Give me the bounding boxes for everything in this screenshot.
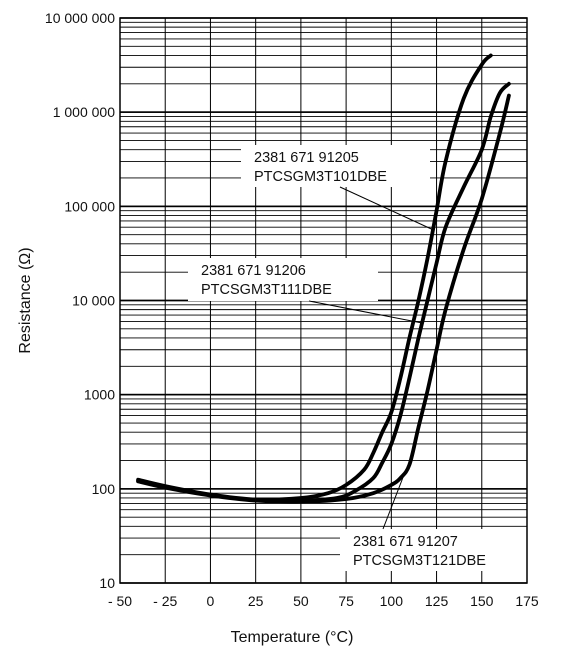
x-axis-title: Temperature (°C): [231, 629, 354, 646]
series-label-line: PTCSGM3T101DBE: [254, 169, 387, 185]
series-line-3: [136, 93, 511, 504]
callout-leader: [308, 300, 423, 324]
series-label-3: 2381 671 91207 PTCSGM3T121DBE: [340, 469, 530, 571]
series-label-1: 2381 671 91205 PTCSGM3T101DBE: [241, 145, 434, 231]
x-tick-label: 125: [425, 593, 449, 609]
x-tick-label: - 25: [153, 593, 177, 609]
callout-box: [241, 145, 430, 187]
series-label-line: 2381 671 91206: [201, 263, 306, 279]
y-tick-labels: 10 100 1000 10 000 100 000 1 000 000 10 000 00…: [45, 10, 115, 591]
curves: [136, 53, 511, 504]
x-tick-label: 100: [380, 593, 404, 609]
series-label-line: 2381 671 91207: [353, 534, 458, 550]
plot-frame: [119, 17, 528, 584]
x-tick-labels: - 50 - 25 0 25 50 75 100 125 150 175: [108, 593, 539, 609]
series-label-2: 2381 671 91206 PTCSGM3T111DBE: [188, 258, 423, 324]
x-tick-label: 50: [293, 593, 309, 609]
x-tick-label: 175: [515, 593, 539, 609]
callout-leader: [382, 469, 407, 530]
y-axis-title: Resistance (Ω): [17, 247, 34, 353]
y-tick-label: 1000: [84, 387, 115, 403]
grid: [119, 17, 528, 584]
y-tick-label: 10: [99, 575, 115, 591]
x-tick-label: 25: [248, 593, 264, 609]
y-tick-label: 100: [92, 481, 116, 497]
callout-box: [188, 258, 378, 301]
x-tick-label: 0: [207, 593, 215, 609]
x-tick-label: 75: [338, 593, 354, 609]
y-tick-label: 10 000: [72, 293, 115, 309]
x-tick-label: 150: [470, 593, 494, 609]
callout-leader: [339, 186, 434, 231]
y-tick-label: 10 000 000: [45, 10, 115, 26]
y-tick-label: 1 000 000: [53, 104, 115, 120]
series-label-line: 2381 671 91205: [254, 150, 359, 166]
series-label-line: PTCSGM3T111DBE: [201, 282, 332, 298]
y-tick-label: 100 000: [64, 198, 115, 214]
callout-box: [340, 529, 530, 571]
series-label-line: PTCSGM3T121DBE: [353, 553, 486, 569]
x-tick-label: - 50: [108, 593, 132, 609]
